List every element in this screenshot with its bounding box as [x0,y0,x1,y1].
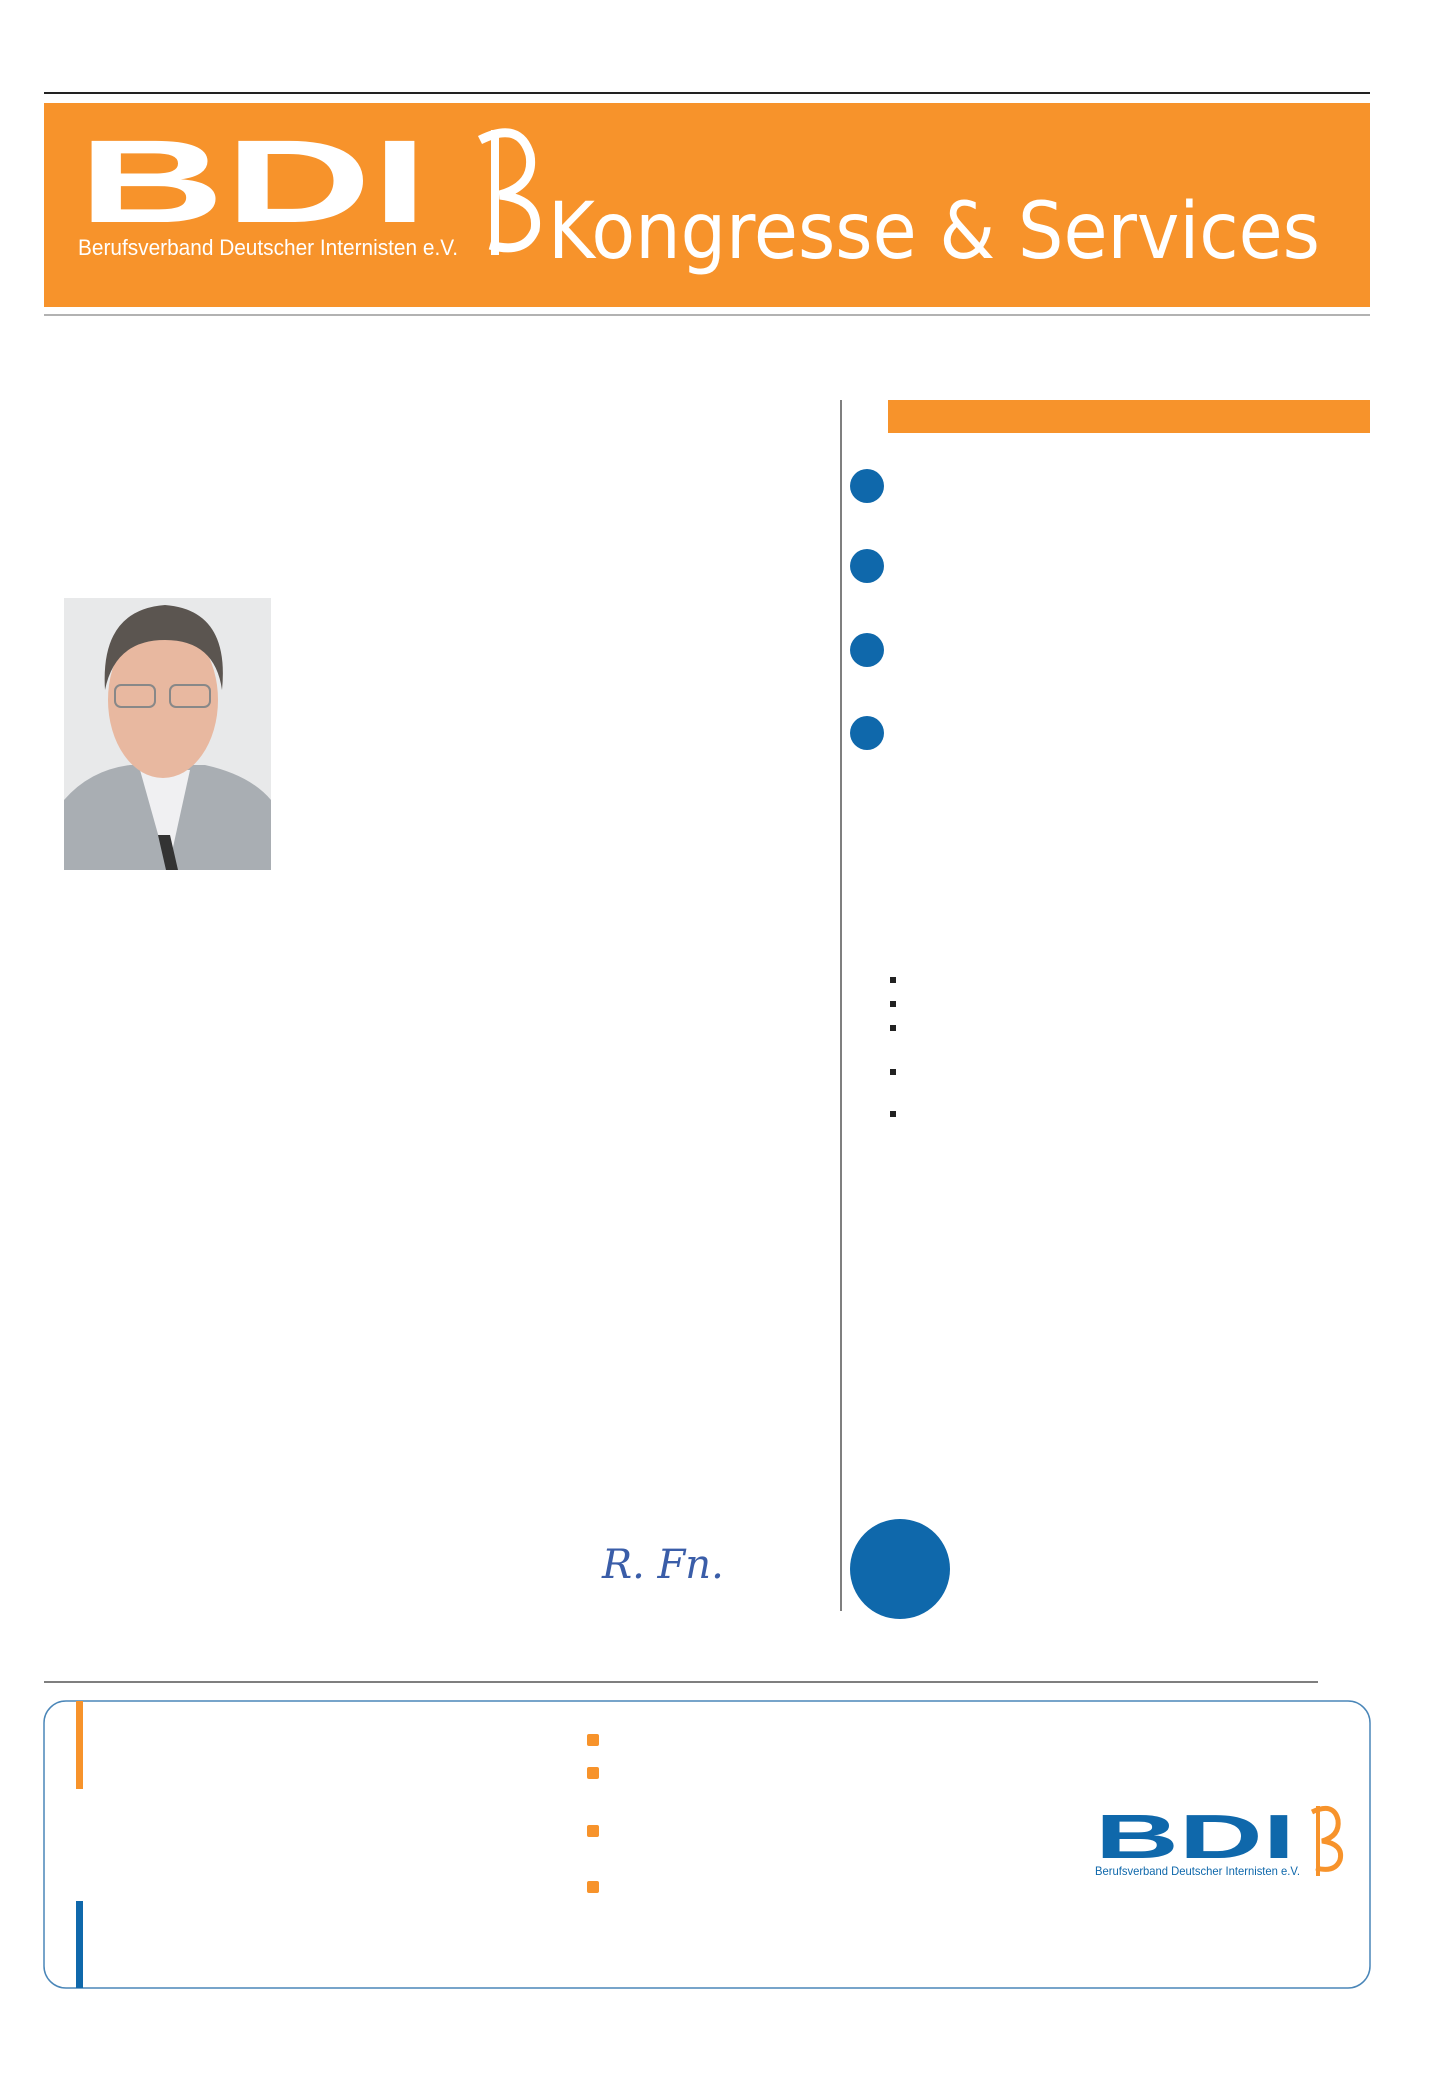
signature: R. Fn. [601,1542,724,1588]
bullet [850,549,884,583]
sidebar-heading-bar [888,400,1370,433]
banner [44,103,1370,307]
logo-emblem [1310,1805,1344,1872]
tagline: Kongresse & Services [548,187,1320,277]
bullet [850,716,884,750]
list-bullet [890,1111,896,1117]
footer-logo: BDI [1095,1803,1295,1872]
list-bullet [587,1825,599,1837]
accent-bar [76,1701,83,1789]
portrait [64,598,271,870]
footer-organization: Berufsverband Deutscher Internisten e.V. [1095,1864,1300,1878]
list-bullet [587,1767,599,1779]
list-bullet [890,1001,896,1007]
list-bullet [890,977,896,983]
list-bullet [587,1881,599,1893]
logo-emblem [477,128,541,253]
list-bullet [587,1734,599,1746]
bullet [850,633,884,667]
bullet [850,469,884,503]
accent-bar [76,1901,83,1988]
logo: BDI [78,116,428,248]
footer-box [43,1700,1371,1989]
list-bullet [890,1025,896,1031]
organization: Berufsverband Deutscher Internisten e.V. [78,235,458,260]
badge [850,1519,950,1619]
list-bullet [890,1069,896,1075]
